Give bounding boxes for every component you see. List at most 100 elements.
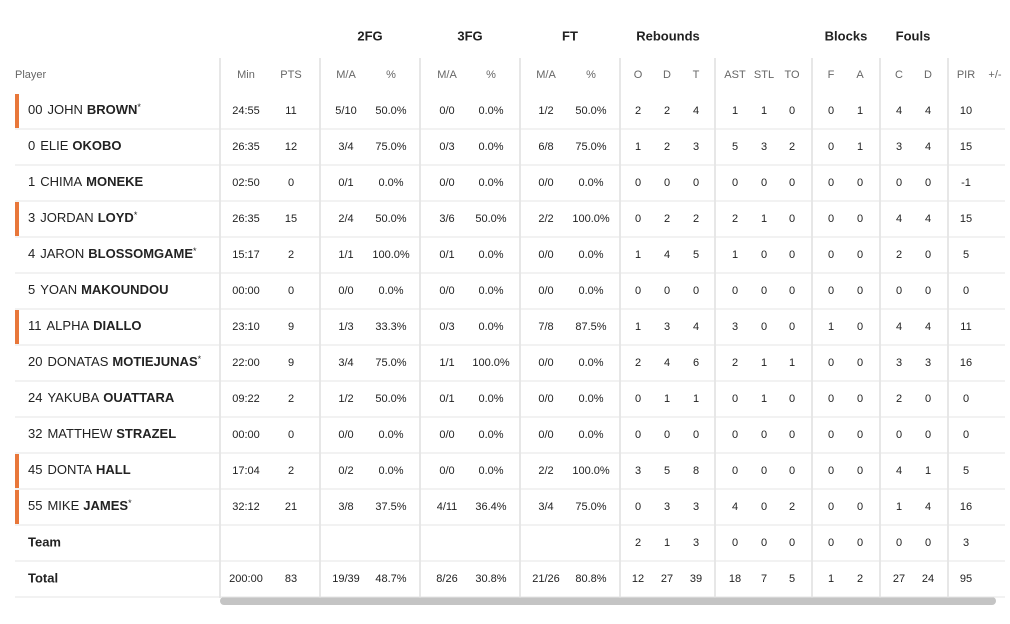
stat-cell: 1 [664,393,670,405]
total-label: Total [28,570,58,585]
stat-cell: 0 [896,429,902,441]
stat-cell: 0.0% [478,429,503,441]
stat-cell: 87.5% [575,321,606,333]
stat-cell: 9 [288,357,294,369]
scrollbar[interactable] [220,597,996,605]
player-name: 00 JOHN BROWN* [28,102,141,117]
player-first-name: ALPHA [47,318,90,333]
player-name: 32 MATTHEW STRAZEL [28,426,176,441]
player-name: 5 YOAN MAKOUNDOU [28,282,168,297]
stat-cell: 3/6 [439,213,454,225]
stat-cell: 0 [664,177,670,189]
stat-cell: 0 [693,177,699,189]
stat-cell: 75.0% [575,501,606,513]
stat-cell: 0/0 [538,357,553,369]
stat-cell: 3 [693,537,699,549]
stat-cell: 1 [857,105,863,117]
stat-cell: 0 [761,501,767,513]
stat-cell: 0/0 [439,429,454,441]
column-header: Player [15,69,47,81]
stat-cell: 7/8 [538,321,553,333]
stat-cell: 0/0 [439,285,454,297]
starter-mark: * [128,498,132,508]
stat-cell: 2 [288,393,294,405]
stat-cell: 0 [761,465,767,477]
stat-cell: 5 [963,249,969,261]
stat-cell: 1 [828,573,834,585]
player-number: 32 [28,426,42,441]
stat-cell: 0 [828,429,834,441]
stat-cell: 2/2 [538,213,553,225]
stat-cell: 0 [789,465,795,477]
stat-cell: 1/1 [338,249,353,261]
player-last-name: MONEKE [86,174,143,189]
stat-cell: 0.0% [578,429,603,441]
stat-cell: 0 [635,429,641,441]
column-header: M/A [536,69,556,81]
stat-cell: 27 [661,573,673,585]
stat-cell: 100.0% [372,249,410,261]
stat-cell: 24 [922,573,934,585]
stat-cell: 0 [828,537,834,549]
stat-cell: 3 [732,321,738,333]
on-court-marker [15,202,19,236]
column-header: PIR [957,69,975,81]
player-first-name: JOHN [47,102,82,117]
player-last-name: OUATTARA [103,390,175,405]
column-header: AST [724,69,746,81]
stat-cell: 0/0 [538,285,553,297]
player-first-name: YAKUBA [47,390,99,405]
player-number: 5 [28,282,35,297]
stat-cell: 5 [664,465,670,477]
stat-cell: 33.3% [375,321,406,333]
stat-cell: 0 [635,393,641,405]
stat-cell: 0 [857,213,863,225]
player-first-name: DONATAS [47,354,108,369]
stat-cell: 0 [828,357,834,369]
stat-cell: 75.0% [375,141,406,153]
column-header: % [586,69,596,81]
stat-cell: 15 [960,213,972,225]
stat-cell: 5 [963,465,969,477]
group-header: Fouls [896,28,931,43]
stat-cell: 1 [761,213,767,225]
stat-cell: 0 [789,249,795,261]
stat-cell: 2 [288,465,294,477]
stat-cell: 0 [857,285,863,297]
player-number: 45 [28,462,42,477]
stat-cell: 0.0% [578,393,603,405]
stat-cell: 0 [732,429,738,441]
player-name: 11 ALPHA DIALLO [28,318,142,333]
stat-cell: 0 [857,357,863,369]
stat-cell: 2 [635,357,641,369]
stat-cell: 15 [960,141,972,153]
stat-cell: 0 [761,321,767,333]
stat-cell: 1 [693,393,699,405]
stat-cell: 21 [285,501,297,513]
stat-cell: 1 [635,321,641,333]
stat-cell: 0 [664,285,670,297]
stat-cell: 0/0 [439,105,454,117]
stat-cell: 1 [925,465,931,477]
stat-cell: 18 [729,573,741,585]
stat-cell: 19/39 [332,573,360,585]
stat-cell: 0/0 [538,393,553,405]
stat-cell: 0 [693,285,699,297]
on-court-marker [15,310,19,344]
stat-cell: 15 [285,213,297,225]
group-header: 3FG [457,28,482,43]
stat-cell: 4 [896,465,902,477]
stat-cell: 0/1 [338,177,353,189]
stat-cell: 17:04 [232,465,260,477]
stat-cell: 12 [285,141,297,153]
stat-cell: 0 [288,177,294,189]
stat-cell: 0 [925,177,931,189]
stat-cell: 1 [761,357,767,369]
stat-cell: 50.0% [575,105,606,117]
stat-cell: 4 [693,321,699,333]
stat-cell: 0 [857,465,863,477]
stat-cell: 0 [925,249,931,261]
player-last-name: MOTIEJUNAS [112,354,198,369]
player-first-name: JARON [40,246,84,261]
player-number: 3 [28,210,35,225]
